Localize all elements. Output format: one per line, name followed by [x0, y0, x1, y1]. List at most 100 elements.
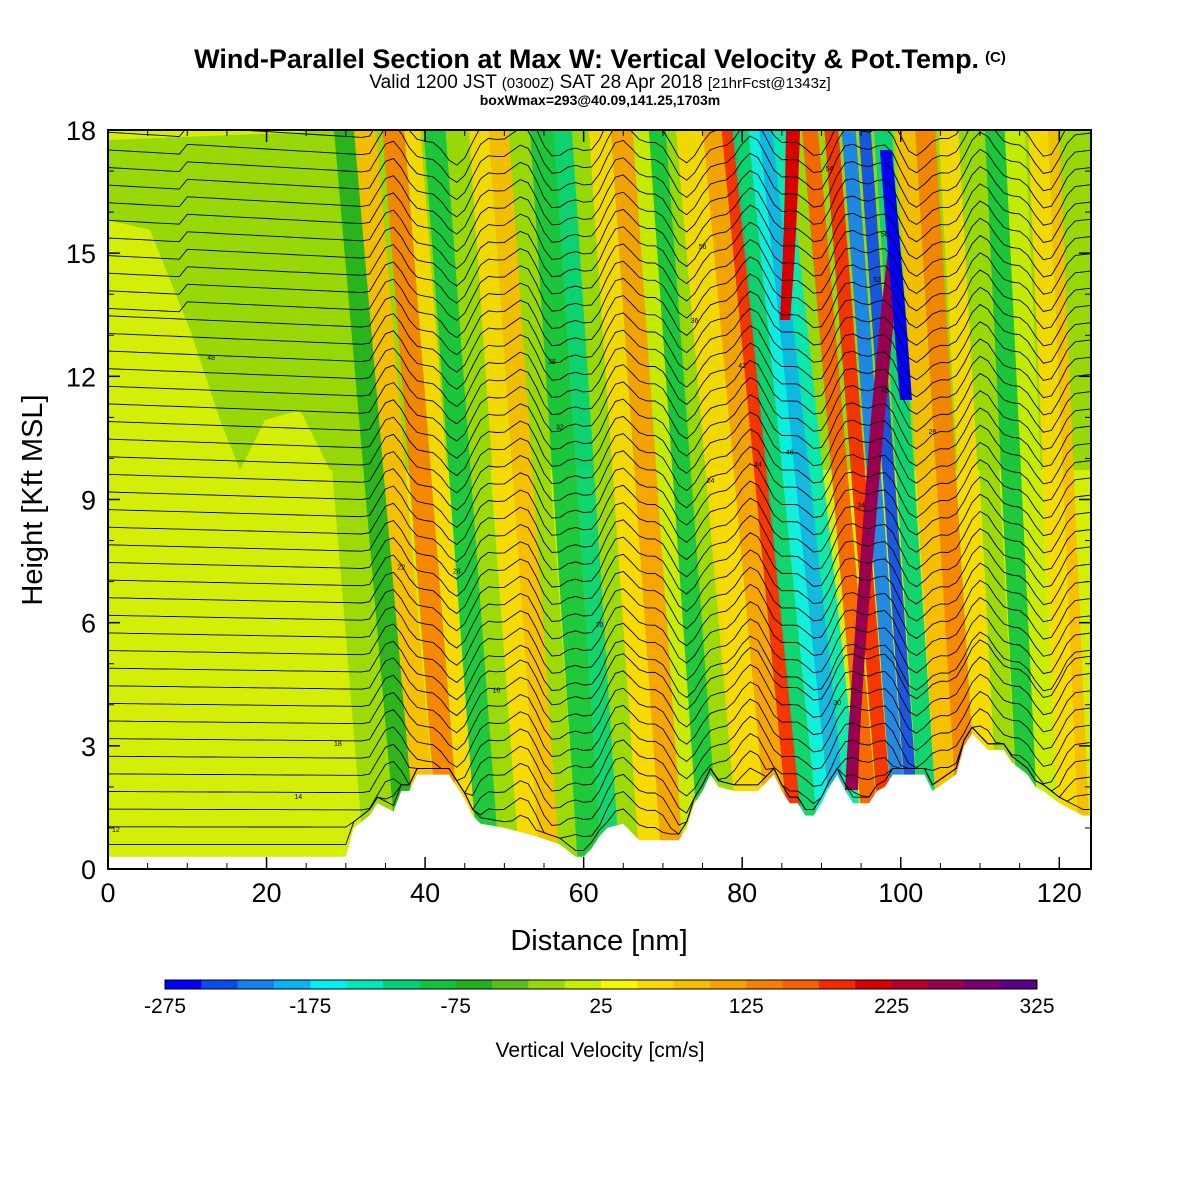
velocity-band — [1004, 130, 1060, 869]
colorbar-swatch — [383, 980, 420, 989]
colorbar-swatch — [637, 980, 675, 989]
contour-label: 54 — [826, 166, 834, 173]
valid-utc: (0300Z) — [501, 75, 555, 92]
velocity-band — [721, 130, 806, 869]
y-tick-label: 0 — [81, 855, 96, 885]
contour-label: 18 — [334, 741, 342, 748]
contour-label: 26 — [929, 429, 937, 436]
velocity-band — [648, 130, 720, 869]
velocity-band — [676, 130, 770, 869]
colorbar-swatch — [673, 980, 711, 989]
velocity-band — [508, 130, 578, 869]
velocity-band — [572, 130, 640, 869]
theta-contour — [108, 656, 1091, 734]
contour-label: 48 — [207, 355, 215, 362]
theta-contour — [108, 321, 1091, 390]
theta-contour — [108, 639, 1091, 717]
contour-label: 56 — [699, 244, 707, 251]
theta-contour — [108, 528, 1091, 597]
colorbar-swatch — [819, 980, 856, 989]
theta-contour — [108, 390, 1091, 459]
theta-contour — [108, 441, 1091, 511]
theta-contour — [108, 303, 1091, 373]
x-axis: 0 20 40 60 80 100 120 — [100, 130, 1082, 908]
contour-label: 22 — [397, 564, 405, 571]
theta-contour — [108, 130, 1066, 166]
x-axis-label: Distance [nm] — [510, 925, 687, 957]
theta-contour — [108, 130, 1091, 183]
colorbar-swatch — [746, 980, 784, 989]
theta-contour — [108, 148, 1091, 218]
velocity-band — [665, 130, 740, 869]
contour-label: 42 — [738, 363, 746, 370]
colorbar-swatch — [928, 980, 965, 989]
theta-contour — [108, 562, 1091, 632]
x-tick-label: 120 — [1037, 878, 1082, 908]
valid-time-line: Valid 1200 JST (0300Z) SAT 28 Apr 2018 [… — [0, 72, 1200, 94]
colorbar-label: Vertical Velocity [cm/s] — [496, 1039, 705, 1062]
colorbar-swatch — [310, 980, 348, 989]
velocity-band — [554, 130, 620, 869]
colorbar-swatch — [165, 980, 202, 989]
theta-contour — [108, 183, 1091, 252]
colorbar-swatch — [964, 980, 1002, 989]
colorbar-swatch — [1000, 980, 1038, 989]
velocity-band — [382, 130, 462, 869]
x-tick-label: 100 — [878, 878, 923, 908]
contour-label: 24 — [707, 478, 715, 485]
velocity-band — [488, 130, 560, 869]
y-tick-label: 18 — [66, 116, 96, 146]
theta-contour — [108, 510, 1091, 580]
contour-label: 38 — [548, 359, 556, 366]
terrain-profile — [108, 733, 1091, 869]
valid-date: SAT 28 Apr 2018 — [559, 72, 703, 93]
colorbar-frame — [164, 979, 1038, 990]
colorbar-swatch — [855, 980, 893, 989]
contour-label: 46 — [786, 449, 794, 456]
theta-contour — [108, 286, 1091, 356]
theta-contour — [108, 252, 1091, 321]
theta-contour — [108, 131, 1091, 201]
colorbar-swatch — [346, 980, 384, 989]
colorbar: -275 -175 -75 25 125 225 325 — [144, 979, 1055, 1018]
colorbar-swatch — [455, 980, 493, 989]
contour-label: 44 — [754, 462, 762, 469]
colorbar-tick-label: 225 — [874, 995, 909, 1018]
velocity-band — [334, 130, 418, 869]
colorbar-swatch — [201, 980, 239, 989]
velocity-band — [354, 130, 440, 869]
velocity-band — [984, 130, 1040, 869]
colorbar-tick-label: 125 — [729, 995, 764, 1018]
theta-contour — [108, 476, 1091, 546]
x-tick-label: 60 — [569, 878, 599, 908]
forecast-info: [21hrFcst@1343z] — [707, 75, 831, 92]
y-tick-label: 15 — [66, 239, 96, 269]
colorbar-swatch — [891, 980, 929, 989]
theta-contour — [108, 166, 1091, 235]
y-tick-label: 6 — [81, 609, 96, 639]
velocity-band — [961, 130, 1020, 869]
theta-contours: 12 14 16 18 20 22 24 26 28 30 32 34 36 38 40 42 44 46 48 50… — [108, 130, 1091, 851]
theta-contour — [108, 690, 1091, 768]
theta-contour — [108, 726, 1091, 814]
colorbar-swatch — [782, 980, 820, 989]
contour-label: 16 — [493, 688, 501, 695]
velocity-band — [702, 130, 792, 869]
theta-contour — [108, 234, 1091, 304]
velocity-band — [895, 130, 960, 869]
contour-label: 36 — [691, 318, 699, 325]
theta-contour — [108, 545, 1091, 615]
colorbar-swatch — [492, 980, 529, 989]
theta-contour — [108, 459, 1091, 528]
colorbar-swatch — [710, 980, 747, 989]
theta-contour — [108, 355, 1091, 425]
contour-label: 32 — [556, 425, 564, 432]
contour-label: 50 — [881, 232, 889, 239]
velocity-band — [732, 130, 822, 869]
colorbar-swatch — [601, 980, 638, 989]
velocity-band — [858, 130, 922, 869]
theta-contour — [108, 725, 1091, 797]
colorbar-tick-label: 25 — [589, 995, 612, 1018]
theta-contour — [108, 424, 1091, 494]
valid-main: Valid 1200 JST — [369, 72, 497, 93]
